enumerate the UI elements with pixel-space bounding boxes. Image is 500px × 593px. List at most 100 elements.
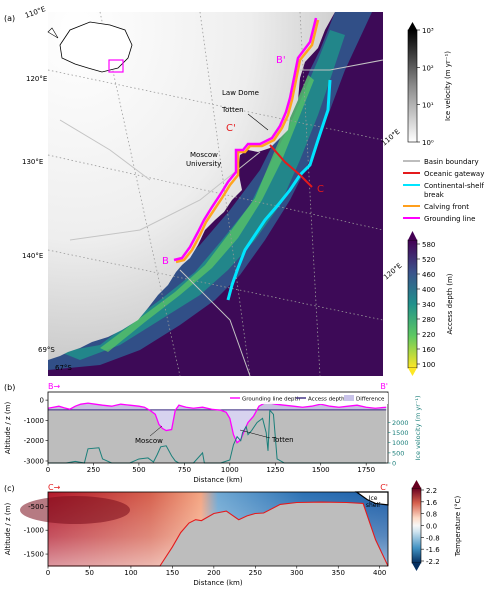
colorbar-labels: 10³ 10² 10¹ 10⁰ Ice velocity (m yr⁻¹) 580 520 4… bbox=[417, 27, 462, 566]
section-label-c: C bbox=[317, 184, 324, 195]
panel-c-frame bbox=[47, 491, 389, 567]
temp-colorbar-gradient bbox=[411, 487, 422, 564]
panel-a-map bbox=[47, 11, 384, 377]
depth-tick-label: 160 bbox=[422, 346, 435, 354]
panel-c-xtick-label: 150 bbox=[166, 569, 179, 577]
panel-b-y2tick-label: 2000 bbox=[392, 419, 409, 427]
panel-c-xtick-label: 300 bbox=[290, 569, 303, 577]
panel-c-xtick-label: 100 bbox=[124, 569, 137, 577]
section-c-end: C' bbox=[380, 483, 388, 492]
lat-label: 67°S bbox=[55, 364, 72, 372]
panel-b-ytick-label: 0 bbox=[40, 397, 44, 405]
panel-c-xlabel: Distance (km) bbox=[193, 579, 242, 587]
lon-label: 140°E bbox=[22, 252, 43, 260]
panel-b-legend-swatch bbox=[344, 395, 354, 401]
inset-antarctica bbox=[47, 21, 133, 73]
temp-colorbar-title: Temperature (°C) bbox=[454, 496, 462, 558]
panel-b-frame bbox=[47, 391, 389, 464]
grounding-line-depth-line bbox=[47, 401, 387, 444]
panel-b-legend-label: Difference bbox=[356, 397, 385, 403]
ice-shelf-label: Ice bbox=[369, 495, 378, 502]
lon-label: 110°E bbox=[380, 128, 401, 148]
section-label-cprime: C' bbox=[226, 123, 236, 134]
panel-b-legend-box bbox=[226, 393, 388, 404]
panel-c-xtick-label: 250 bbox=[249, 569, 262, 577]
ice-shelf-label-2: shelf bbox=[366, 502, 381, 509]
panel-b-xtick-label: 1750 bbox=[357, 466, 375, 474]
panel-c-xtick-label: 400 bbox=[373, 569, 386, 577]
panel-b-y2label: Ice velocity (m yr⁻¹) bbox=[414, 395, 422, 460]
moscow-leader bbox=[149, 425, 163, 437]
depth-tick-label: 220 bbox=[422, 331, 435, 339]
velocity-tick-label: 10⁰ bbox=[422, 139, 434, 147]
panel-label-b: (b) bbox=[4, 383, 15, 392]
panel-b-xtick-label: 1250 bbox=[266, 466, 284, 474]
temp-tick-label: 1.6 bbox=[426, 499, 438, 507]
temp-colorbar bbox=[411, 480, 422, 571]
depth-tick-label: 280 bbox=[422, 316, 435, 324]
panel-b-xtick-label: 1500 bbox=[312, 466, 330, 474]
panel-b-y2tick-label: 500 bbox=[392, 449, 404, 457]
panel-b-xlabel: Distance (km) bbox=[193, 476, 242, 484]
panel-b-y2tick-label: 0 bbox=[392, 460, 396, 468]
depth-colorbar-extend-top bbox=[408, 231, 417, 240]
depth-tick-label: 520 bbox=[422, 256, 435, 264]
depth-colorbar-gradient bbox=[407, 239, 418, 369]
panel-b-series bbox=[47, 401, 387, 464]
panel-c-ylabel: Altitude / z (m) bbox=[4, 503, 12, 556]
place-label-moscow: Moscow bbox=[190, 151, 218, 159]
basin-boundary-lines bbox=[59, 59, 384, 377]
graticule bbox=[47, 11, 384, 377]
panel-b-xtick-label: 500 bbox=[132, 466, 145, 474]
bedrock-fill bbox=[48, 402, 387, 463]
section-c-start: C→ bbox=[48, 483, 61, 492]
legend-label: Grounding line bbox=[424, 215, 475, 223]
inset-highlight-box bbox=[108, 59, 124, 73]
depth-colorbar-title: Access depth (m) bbox=[446, 273, 454, 334]
lon-label: 120°E bbox=[26, 75, 47, 83]
legend-label: Calving front bbox=[424, 203, 469, 211]
velocity-colorbar-gradient bbox=[407, 29, 418, 143]
warm-core bbox=[20, 496, 130, 524]
oceanic-gateway-line bbox=[269, 144, 313, 188]
panel-c-xtick-label: 200 bbox=[207, 569, 220, 577]
depth-tick-label: 400 bbox=[422, 286, 435, 294]
calving-front-line bbox=[175, 19, 320, 264]
panel-c-ytick-label: -500 bbox=[28, 503, 44, 511]
temp-colorbar-extend-bottom bbox=[412, 563, 421, 571]
temp-tick-label: 0.8 bbox=[426, 511, 437, 519]
velocity-colorbar-extend bbox=[408, 22, 417, 30]
depth-colorbar-extend-bottom bbox=[408, 368, 417, 376]
velocity-tick-label: 10¹ bbox=[422, 102, 434, 110]
panel-c-xtick-label: 350 bbox=[332, 569, 345, 577]
temp-tick-label: 0.0 bbox=[426, 523, 437, 531]
annotation-totten: Totten bbox=[271, 436, 294, 444]
section-b-start: B→ bbox=[48, 382, 60, 391]
velocity-colorbar bbox=[407, 22, 418, 143]
seafloor-line bbox=[48, 501, 389, 567]
panel-b-ytick-label: -3000 bbox=[24, 457, 44, 465]
ice-velocity-line bbox=[48, 409, 387, 464]
legend-label: Basin boundary bbox=[424, 158, 479, 166]
panel-b-xtick-label: 250 bbox=[87, 466, 100, 474]
panel-b-y2tick-label: 1000 bbox=[392, 439, 409, 447]
temp-colorbar-extend-top bbox=[412, 480, 421, 488]
totten-leader-b bbox=[239, 429, 271, 439]
velocity-tick-label: 10² bbox=[422, 64, 434, 72]
depth-tick-label: 100 bbox=[422, 361, 435, 369]
lon-label: 110°E bbox=[24, 5, 47, 20]
legend-label: Oceanic gateway bbox=[424, 170, 484, 178]
totten-leader bbox=[247, 113, 269, 131]
panel-c-xtick-label: 50 bbox=[85, 569, 94, 577]
panel-c-ytick-label: -1000 bbox=[24, 527, 44, 535]
legend-label: Continental-shelf bbox=[424, 182, 484, 190]
ice-sheet bbox=[48, 12, 335, 360]
section-label-b: B bbox=[162, 256, 169, 267]
panel-b-ytick-label: -2000 bbox=[24, 437, 44, 445]
panel-b-y2tick-label: 1500 bbox=[392, 429, 409, 437]
panel-b-legend-label: Grounding line depth bbox=[242, 397, 301, 403]
lat-label: 69°S bbox=[38, 346, 55, 354]
panel-b-xtick-label: 1000 bbox=[221, 466, 239, 474]
legend-label: break bbox=[424, 191, 445, 199]
